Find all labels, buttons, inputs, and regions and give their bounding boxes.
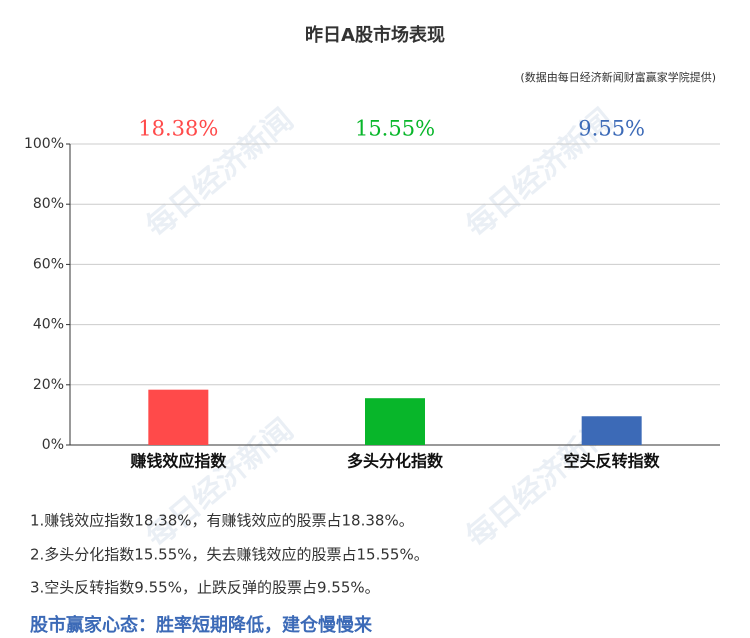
bar bbox=[148, 389, 209, 445]
x-tick-label: 空头反转指数 bbox=[564, 452, 661, 471]
y-tick-label: 60% bbox=[33, 256, 64, 272]
value-label: 9.55% bbox=[578, 117, 645, 141]
bar bbox=[581, 416, 642, 445]
y-tick-label: 80% bbox=[33, 196, 64, 212]
value-label: 15.55% bbox=[355, 117, 435, 141]
watermarks: 每日经济新闻 每日经济新闻 每日经济新闻 每日经济新闻 bbox=[140, 102, 620, 555]
bar bbox=[365, 398, 425, 445]
x-tick-label: 多头分化指数 bbox=[347, 452, 444, 471]
y-tick-label: 40% bbox=[33, 317, 64, 333]
value-label: 18.38% bbox=[138, 117, 218, 141]
y-tick-label: 20% bbox=[33, 377, 64, 393]
chart-subtitle: (数据由每日经济新闻财富赢家学院提供) bbox=[520, 70, 716, 84]
x-tick-label: 赚钱效应指数 bbox=[129, 452, 227, 471]
note: 3.空头反转指数9.55%，止跌反弹的股票占9.55%。 bbox=[30, 579, 380, 597]
note: 1.赚钱效应指数18.38%，有赚钱效应的股票占18.38%。 bbox=[30, 512, 414, 530]
y-tick-label: 100% bbox=[24, 136, 64, 152]
chart-title: 昨日A股市场表现 bbox=[305, 24, 445, 46]
y-tick-label: 0% bbox=[42, 437, 64, 453]
note: 2.多头分化指数15.55%，失去赚钱效应的股票占15.55%。 bbox=[30, 546, 429, 564]
headline: 股市赢家心态：胜率短期降低，建仓慢慢来 bbox=[29, 614, 373, 636]
